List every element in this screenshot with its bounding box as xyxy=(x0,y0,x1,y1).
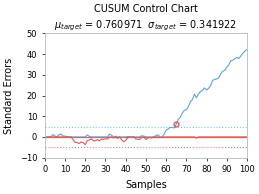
X-axis label: Samples: Samples xyxy=(125,180,167,190)
Y-axis label: Standard Errors: Standard Errors xyxy=(4,57,14,134)
Title: CUSUM Control Chart
$\mu_{target}$ = 0.760971  $\sigma_{target}$ = 0.341922: CUSUM Control Chart $\mu_{target}$ = 0.7… xyxy=(54,4,238,33)
